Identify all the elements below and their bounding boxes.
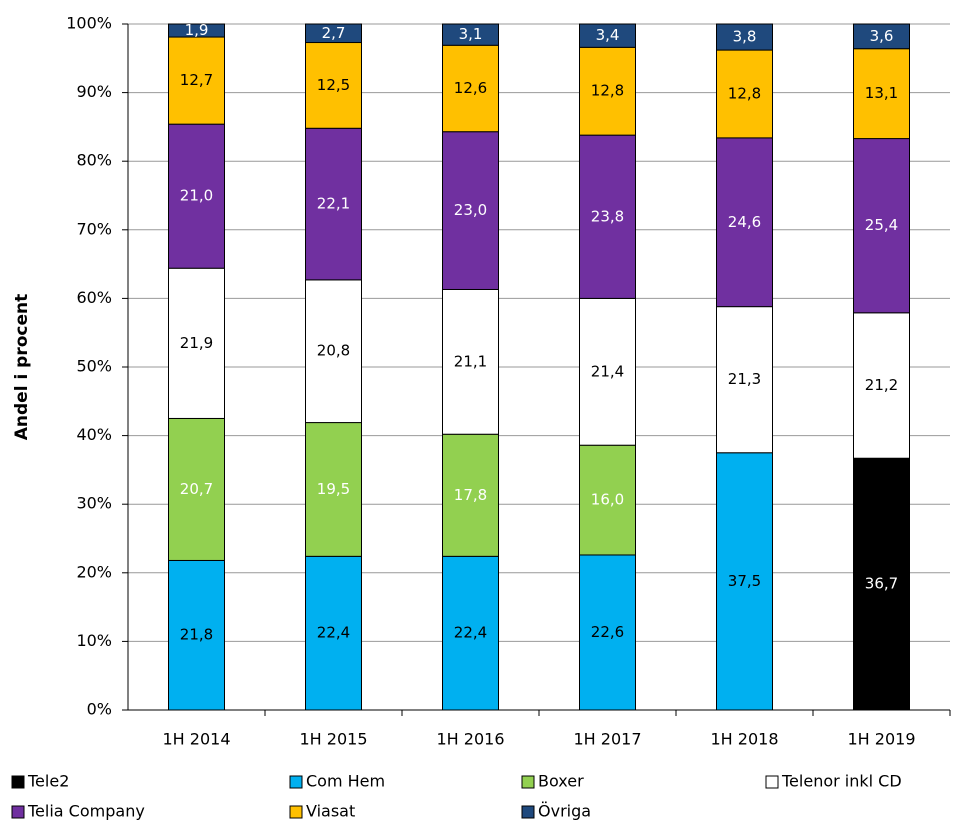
bar-segment [716,452,773,711]
legend-swatch [289,775,303,789]
data-label: 21,3 [728,370,761,388]
bar-segment [579,297,636,446]
data-label: 37,5 [728,572,761,590]
data-label: 13,1 [865,84,898,102]
legend-swatch [289,805,303,819]
data-label: 22,4 [317,624,350,642]
y-tick-label: 0% [87,700,112,719]
x-tick-label: 1H 2018 [710,730,778,749]
data-label: 24,6 [728,213,761,231]
bar-segment [442,23,499,46]
y-tick-label: 90% [76,82,112,101]
data-label: 23,0 [454,201,487,219]
bar-segment [853,138,910,314]
data-label: 12,7 [180,71,213,89]
bar-segment [853,457,910,711]
bar-segment [305,422,362,557]
data-label: 21,9 [180,334,213,352]
y-tick-label: 60% [76,288,112,307]
bar-segment [853,23,910,50]
data-label: 12,6 [454,79,487,97]
bar-segment [168,23,225,38]
data-label: 1,9 [185,21,209,39]
data-label: 17,8 [454,486,487,504]
bar-segment [716,137,773,308]
x-tick-label: 1H 2017 [573,730,641,749]
bar-segment [716,23,773,51]
legend-label: Telia Company [27,802,145,821]
data-label: 22,4 [454,624,487,642]
bar-segment [168,267,225,419]
data-label: 36,7 [865,575,898,593]
data-label: 20,8 [317,342,350,360]
data-label: 12,8 [591,82,624,100]
bar-segment [442,44,499,133]
bar-segment [579,23,636,48]
data-label: 20,7 [180,480,213,498]
bar-segment [305,42,362,129]
x-tick-label: 1H 2019 [847,730,915,749]
data-label: 19,5 [317,480,350,498]
legend-label: Boxer [538,772,584,791]
legend-label: Telenor inkl CD [781,772,902,791]
data-label: 22,1 [317,195,350,213]
data-label: 23,8 [591,207,624,225]
data-label: 25,4 [865,216,898,234]
bar-segment [168,417,225,561]
y-tick-label: 30% [76,494,112,513]
bar-segment [579,444,636,556]
bar-segment [442,433,499,557]
bar-segment [442,555,499,711]
y-tick-label: 40% [76,425,112,444]
bar-segment [305,555,362,711]
data-label: 21,1 [454,352,487,370]
data-label: 3,6 [870,27,894,45]
legend-swatch [11,775,25,789]
legend-swatch [765,775,779,789]
y-tick-label: 20% [76,562,112,581]
bar-segment [853,48,910,140]
data-label: 16,0 [591,491,624,509]
data-label: 2,7 [322,24,346,42]
y-tick-label: 80% [76,151,112,170]
data-label: 3,4 [596,26,620,44]
data-label: 21,2 [865,376,898,394]
legend-swatch [521,805,535,819]
bar-segment [579,46,636,136]
legend-label: Viasat [306,802,355,821]
y-tick-label: 100% [66,14,112,33]
data-label: 12,5 [317,76,350,94]
x-tick-label: 1H 2016 [436,730,504,749]
data-label: 3,8 [733,28,757,46]
y-tick-label: 10% [76,631,112,650]
data-label: 3,1 [459,25,483,43]
y-tick-label: 70% [76,219,112,238]
bar-segment [168,36,225,125]
data-label: 21,4 [591,362,624,380]
bar-segment [716,49,773,139]
bar-segment [716,306,773,454]
data-label: 21,0 [180,187,213,205]
y-tick-label: 50% [76,357,112,376]
bar-segment [305,23,362,44]
x-tick-label: 1H 2015 [299,730,367,749]
legend-label: Tele2 [27,772,69,791]
data-label: 12,8 [728,84,761,102]
bar-segment [305,127,362,281]
bar-segment [579,134,636,299]
data-label: 22,6 [591,623,624,641]
bar-segment [442,131,499,290]
legend-swatch [11,805,25,819]
legend-label: Com Hem [306,772,385,791]
legend-swatch [521,775,535,789]
bar-segment [853,312,910,459]
data-label: 21,8 [180,626,213,644]
bar-segment [442,288,499,435]
legend-label: Övriga [538,802,591,821]
y-axis-label: Andel i procent [12,294,32,441]
x-tick-label: 1H 2014 [162,730,230,749]
